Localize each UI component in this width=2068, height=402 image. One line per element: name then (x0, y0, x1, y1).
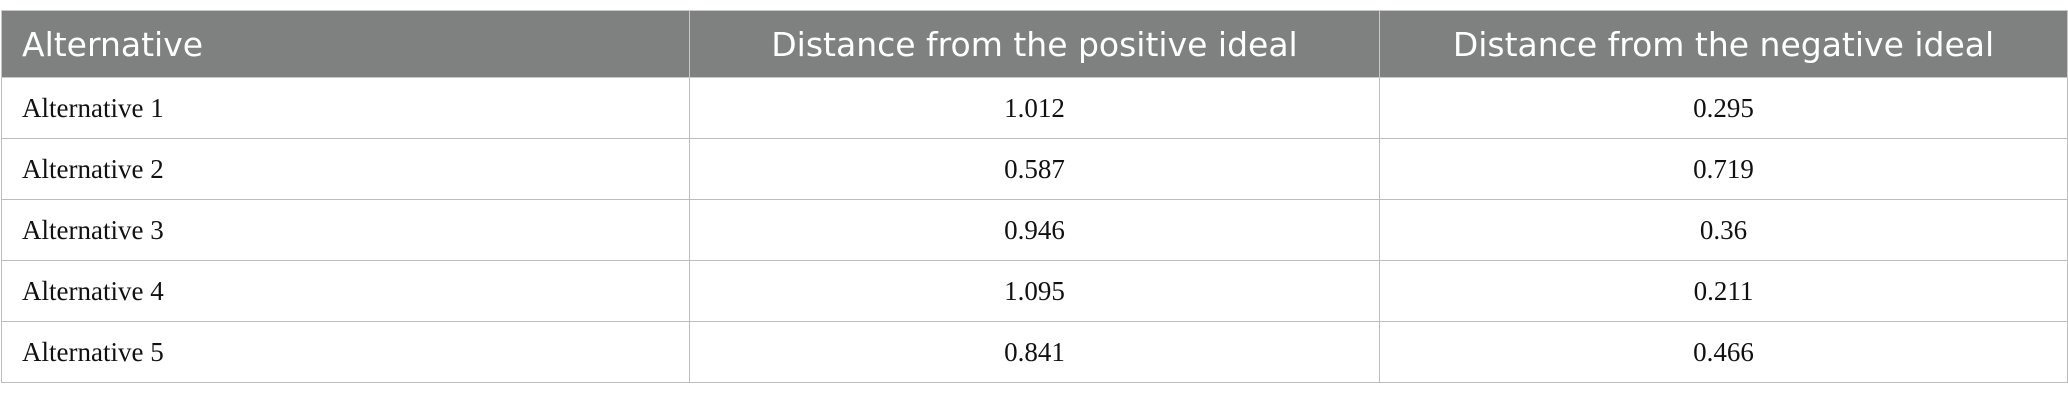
table-cell: 0.36 (1379, 199, 2068, 261)
table-head: Alternative Distance from the positive id… (1, 10, 2068, 78)
table-cell: Alternative 3 (1, 199, 690, 261)
table-cell: Alternative 2 (1, 138, 690, 200)
table-row: Alternative 1 1.012 0.295 (1, 77, 2068, 139)
table-body: Alternative 1 1.012 0.295 Alternative 2 0.58… (1, 77, 2068, 383)
table-cell: 1.012 (689, 77, 1380, 139)
table-cell: 0.466 (1379, 321, 2068, 383)
table-container: Alternative Distance from the positive id… (1, 10, 2068, 383)
table-row: Alternative 3 0.946 0.36 (1, 199, 2068, 261)
table-cell: Alternative 4 (1, 260, 690, 322)
table-cell: Alternative 5 (1, 321, 690, 383)
table-row: Alternative 2 0.587 0.719 (1, 138, 2068, 200)
header-cell: Distance from the negative ideal (1379, 10, 2068, 78)
header-row: Alternative Distance from the positive id… (1, 10, 2068, 78)
table-cell: 0.211 (1379, 260, 2068, 322)
table-cell: 1.095 (689, 260, 1380, 322)
table-cell: 0.587 (689, 138, 1380, 200)
table-cell: 0.719 (1379, 138, 2068, 200)
table-cell: Alternative 1 (1, 77, 690, 139)
table-cell: 0.295 (1379, 77, 2068, 139)
table-row: Alternative 4 1.095 0.211 (1, 260, 2068, 322)
table-cell: 0.946 (689, 199, 1380, 261)
table-cell: 0.841 (689, 321, 1380, 383)
table-row: Alternative 5 0.841 0.466 (1, 321, 2068, 383)
data-table: Alternative Distance from the positive id… (1, 10, 2068, 383)
header-cell: Distance from the positive ideal (689, 10, 1380, 78)
header-cell: Alternative (1, 10, 690, 78)
